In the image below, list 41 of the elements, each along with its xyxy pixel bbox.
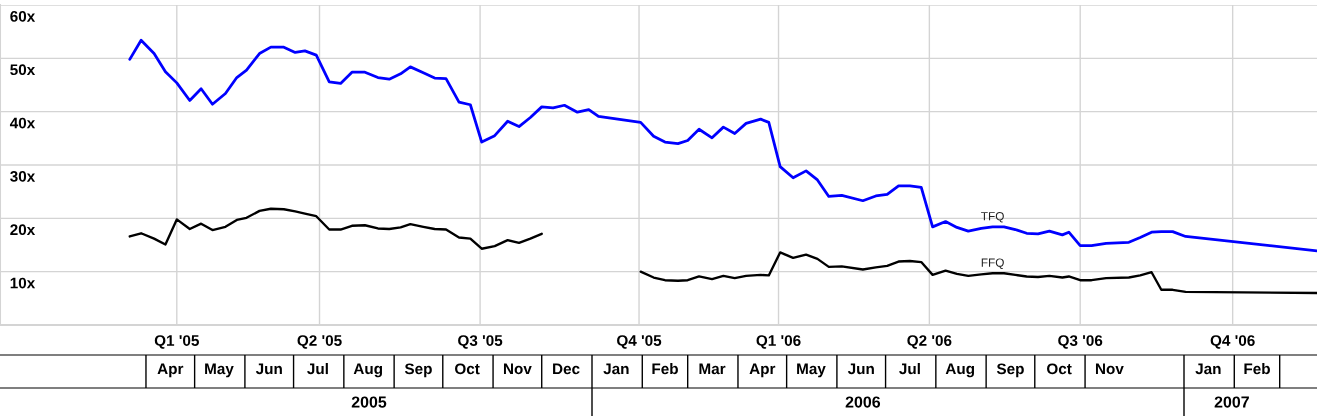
series-label: FFQ [981, 258, 1004, 269]
x-tick-label: Q4 '06 [1210, 335, 1255, 349]
x-tick-label: Q1 '05 [154, 335, 199, 349]
y-tick-label: 30x [10, 170, 36, 182]
text: 2006 [845, 396, 881, 408]
y-tick-label: 20x [10, 224, 36, 236]
x2-tick-label: Oct [455, 363, 480, 375]
x2-tick-label: Jan [1195, 363, 1221, 375]
x2-tick-label: May [797, 363, 826, 378]
x2-tick-label: Nov [1095, 363, 1124, 375]
x2-tick-label: Feb [652, 363, 678, 375]
x2-tick-label: Mar [699, 363, 726, 375]
x2-tick-label: Sep [404, 363, 432, 378]
x-tick-label: Q3 '05 [458, 335, 503, 349]
y-tick-label: 10x [10, 277, 36, 289]
y-tick-label: 50x [10, 64, 36, 76]
x2-tick-label: Apr [749, 363, 776, 378]
x-tick-label: Q2 '06 [907, 335, 952, 349]
y-tick-label: 40x [9, 117, 36, 129]
x2-tick-label: Oct [1047, 363, 1072, 375]
text: 2005 [351, 396, 387, 408]
x2-tick-label: Nov [503, 363, 532, 375]
x-tick-label: Q1 '06 [756, 335, 801, 349]
x2-tick-label: Jan [603, 363, 629, 375]
x2-tick-label: Jun [255, 363, 282, 375]
y-tick-label: 60x [10, 10, 36, 22]
x2-tick-label: Jul [307, 363, 328, 375]
x-tick-label: Q2 '05 [297, 335, 342, 349]
x2-tick-label: Apr [157, 363, 184, 378]
x2-tick-label: Jun [847, 363, 874, 375]
x2-tick-label: Aug [945, 363, 974, 378]
x2-tick-label: Jul [899, 363, 920, 375]
text: 2007 [1214, 396, 1249, 408]
x2-tick-label: Feb [1244, 363, 1270, 375]
x2-tick-label: Aug [353, 363, 382, 378]
series-label: TFQ [981, 212, 1004, 223]
x-tick-label: Q4 '05 [617, 335, 662, 349]
x-tick-label: Q3 '06 [1058, 335, 1103, 349]
x2-tick-label: May [205, 363, 234, 378]
x2-tick-label: Dec [553, 363, 580, 375]
x2-tick-label: Sep [996, 363, 1024, 378]
